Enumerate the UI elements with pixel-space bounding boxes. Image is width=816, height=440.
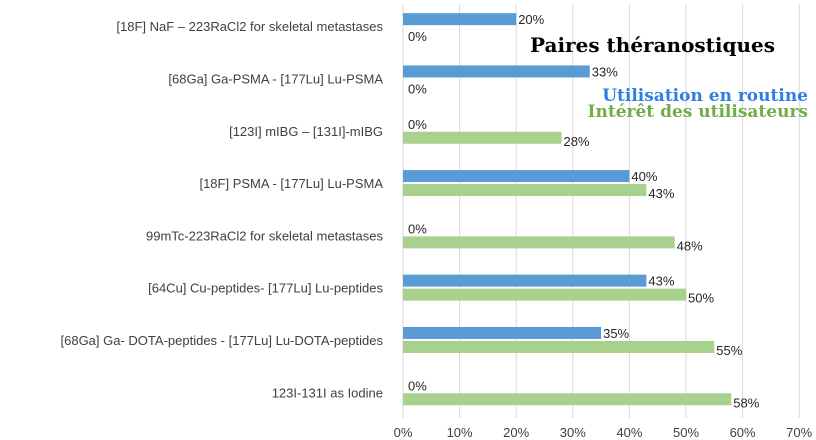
data-label: 40% bbox=[631, 169, 657, 184]
x-tick-label: 40% bbox=[616, 425, 642, 440]
category-label: [68Ga] Ga-PSMA - [177Lu] Lu-PSMA bbox=[168, 71, 383, 86]
data-label: 35% bbox=[603, 326, 629, 341]
x-tick-label: 30% bbox=[560, 425, 586, 440]
bar-routine-use bbox=[403, 13, 517, 26]
data-label: 55% bbox=[716, 343, 742, 358]
data-label: 28% bbox=[563, 134, 589, 149]
category-label: 99mTc-223RaCl2 for skeletal metastases bbox=[146, 228, 383, 243]
bar-user-interest bbox=[403, 184, 647, 197]
category-label: [18F] PSMA - [177Lu] Lu-PSMA bbox=[199, 176, 383, 191]
x-tick-label: 70% bbox=[786, 425, 812, 440]
bar-user-interest bbox=[403, 131, 562, 144]
bar-routine-use bbox=[403, 274, 647, 287]
x-tick-label: 60% bbox=[730, 425, 756, 440]
bars bbox=[403, 13, 732, 406]
x-tick-label: 20% bbox=[503, 425, 529, 440]
data-label: 58% bbox=[733, 395, 759, 410]
category-label: 123I-131I as Iodine bbox=[272, 385, 383, 400]
bar-user-interest bbox=[403, 340, 715, 353]
data-label: 0% bbox=[408, 29, 427, 44]
bar-user-interest bbox=[403, 236, 675, 249]
x-tick-label: 10% bbox=[447, 425, 473, 440]
bar-user-interest bbox=[403, 288, 686, 301]
data-label: 50% bbox=[688, 291, 714, 306]
data-label: 43% bbox=[648, 274, 674, 289]
data-label: 33% bbox=[592, 64, 618, 79]
data-label: 20% bbox=[518, 12, 544, 27]
bar-routine-use bbox=[403, 326, 602, 339]
bar-user-interest bbox=[403, 393, 732, 406]
bar-routine-use bbox=[403, 170, 630, 183]
bar-routine-use bbox=[403, 65, 590, 78]
chart-title: Paires théranostiques bbox=[530, 33, 775, 57]
x-axis-ticks: 0% 10% 20% 30% 40% 50% 60% 70% bbox=[394, 425, 813, 440]
x-tick-label: 0% bbox=[394, 425, 413, 440]
data-label: 43% bbox=[648, 186, 674, 201]
data-label: 0% bbox=[408, 117, 427, 132]
data-label: 48% bbox=[677, 238, 703, 253]
legend-entry-routine-use: Utilisation en routine bbox=[602, 86, 808, 106]
data-label: 0% bbox=[408, 81, 427, 96]
data-label: 0% bbox=[408, 378, 427, 393]
category-label: [64Cu] Cu-peptides- [177Lu] Lu-peptides bbox=[148, 281, 383, 296]
data-labels: 20% 0% 33% 0% 0% 28% 40% 43% 0% 48% 43% 50% 35% 55% 0%… bbox=[408, 12, 760, 410]
category-label: [123I] mIBG – [131I]-mIBG bbox=[229, 124, 383, 139]
x-tick-label: 50% bbox=[673, 425, 699, 440]
legend-entry-user-interest: Intérêt des utilisateurs bbox=[588, 102, 808, 122]
data-label: 0% bbox=[408, 221, 427, 236]
category-label: [68Ga] Ga- DOTA-peptides - [177Lu] Lu-DO… bbox=[61, 333, 384, 348]
category-labels: [18F] NaF – 223RaCl2 for skeletal metast… bbox=[61, 19, 384, 400]
category-label: [18F] NaF – 223RaCl2 for skeletal metast… bbox=[116, 19, 383, 34]
